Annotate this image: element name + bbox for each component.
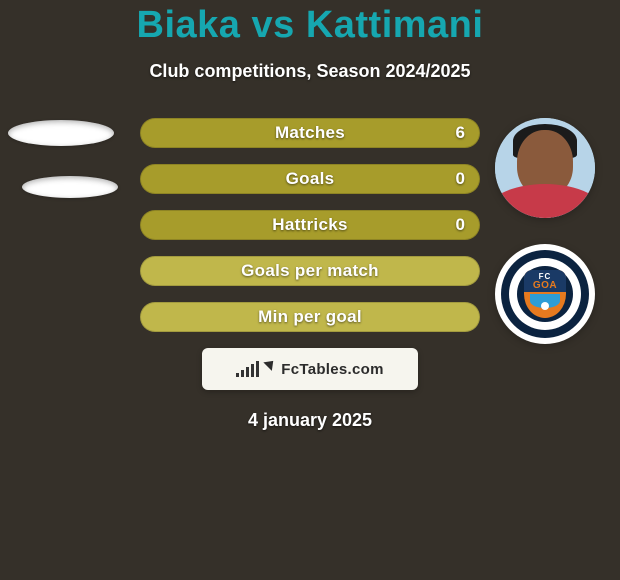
watermark-bars-icon: [236, 361, 259, 377]
club-logo-ball: [541, 302, 549, 310]
left-player-photo-placeholder-1: [8, 120, 114, 146]
page-subtitle: Club competitions, Season 2024/2025: [0, 61, 620, 82]
watermark-arrow-icon: [264, 357, 278, 371]
right-club-logo: FC GOA: [495, 244, 595, 344]
watermark-bar: [251, 364, 254, 377]
right-player-photo: [495, 118, 595, 218]
watermark-bar: [246, 367, 249, 377]
left-club-logo-placeholder: [22, 176, 118, 198]
footer-date: 4 january 2025: [0, 410, 620, 431]
stat-label: Goals: [286, 169, 335, 189]
left-player-column: [8, 118, 118, 198]
page-title: Biaka vs Kattimani: [0, 4, 620, 47]
watermark-bar: [236, 373, 239, 377]
stat-label: Min per goal: [258, 307, 362, 327]
stat-row: Hattricks 0: [140, 210, 480, 240]
comparison-card: Biaka vs Kattimani Club competitions, Se…: [0, 0, 620, 580]
stat-row: Matches 6: [140, 118, 480, 148]
watermark-box: FcTables.com: [202, 348, 418, 390]
stat-value-right: 6: [456, 123, 465, 143]
stat-label: Goals per match: [241, 261, 379, 281]
watermark-bar: [256, 361, 259, 377]
stat-rows: Matches 6 Goals 0 Hattricks 0 Goals per match M…: [140, 118, 480, 332]
stat-label: Hattricks: [272, 215, 347, 235]
stat-row: Goals per match: [140, 256, 480, 286]
stat-row: Min per goal: [140, 302, 480, 332]
stat-value-right: 0: [456, 215, 465, 235]
right-player-column: FC GOA: [490, 118, 600, 370]
stat-row: Goals 0: [140, 164, 480, 194]
stat-label: Matches: [275, 123, 345, 143]
player-photo-shirt: [495, 184, 595, 218]
stat-value-right: 0: [456, 169, 465, 189]
content-area: FC GOA Matches 6 Goals 0 Hattricks 0 Goals per…: [0, 118, 620, 431]
club-logo-goa-text: GOA: [495, 280, 595, 291]
watermark-text: FcTables.com: [281, 361, 384, 378]
watermark-bar: [241, 370, 244, 377]
